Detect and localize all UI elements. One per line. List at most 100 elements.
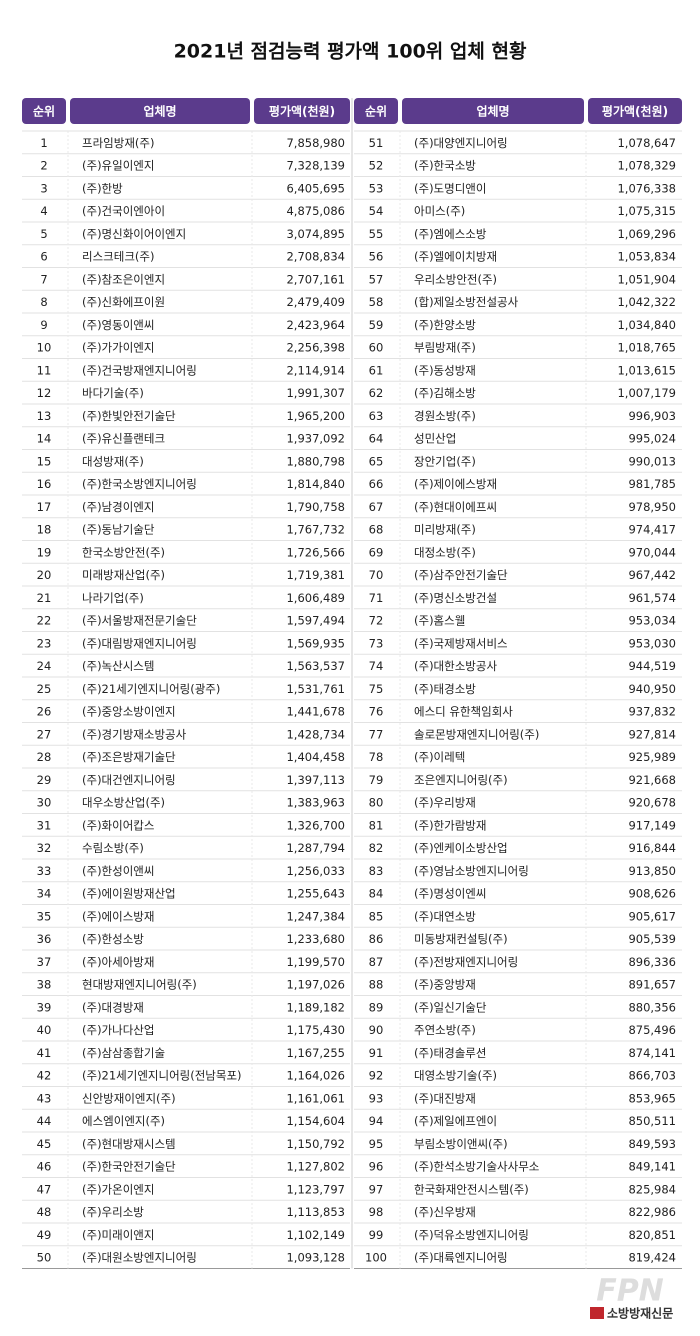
amount: 944,519 bbox=[628, 659, 676, 673]
company-name: (주)경기방재소방공사 bbox=[82, 727, 187, 741]
amount: 1,161,061 bbox=[286, 1091, 345, 1105]
rank: 22 bbox=[37, 614, 52, 628]
company-name: (주)동성방재 bbox=[414, 363, 476, 377]
rank: 90 bbox=[369, 1023, 384, 1037]
company-name: (주)엔케이소방산업 bbox=[414, 841, 508, 855]
rank: 70 bbox=[369, 568, 384, 582]
rank: 64 bbox=[369, 432, 384, 446]
company-name: (주)동남기술단 bbox=[82, 523, 155, 537]
company-name: 경원소방(주) bbox=[414, 409, 476, 423]
company-name: (주)엘에이치방재 bbox=[414, 250, 497, 264]
rank: 14 bbox=[37, 432, 52, 446]
amount: 916,844 bbox=[628, 841, 676, 855]
company-name: (주)에이스방재 bbox=[82, 909, 154, 923]
amount: 920,678 bbox=[628, 796, 676, 810]
company-name: (주)명신소방건설 bbox=[414, 591, 497, 605]
company-name: 바다기술(주) bbox=[82, 386, 144, 400]
amount: 1,233,680 bbox=[286, 932, 345, 946]
amount: 850,511 bbox=[628, 1114, 676, 1128]
amount: 1,034,840 bbox=[617, 318, 676, 332]
header-cell bbox=[588, 98, 682, 124]
company-name: 수림소방(주) bbox=[82, 841, 144, 855]
company-name: (주)현대이에프씨 bbox=[414, 500, 497, 514]
rank: 5 bbox=[40, 227, 47, 241]
amount: 970,044 bbox=[628, 545, 676, 559]
amount: 1,093,128 bbox=[286, 1251, 345, 1265]
amount: 822,986 bbox=[628, 1205, 676, 1219]
rank: 28 bbox=[37, 750, 52, 764]
watermark: FPN bbox=[596, 1274, 664, 1309]
company-name: (주)한성소방 bbox=[82, 932, 144, 946]
company-name: (주)명성이엔씨 bbox=[414, 887, 486, 901]
company-name: 에스엠이엔지(주) bbox=[82, 1114, 165, 1128]
amount: 1,880,798 bbox=[286, 454, 345, 468]
amount: 1,404,458 bbox=[286, 750, 345, 764]
amount: 1,197,026 bbox=[286, 978, 345, 992]
rank: 56 bbox=[369, 250, 384, 264]
amount: 1,767,732 bbox=[286, 523, 345, 537]
rank: 45 bbox=[37, 1137, 52, 1151]
rank: 96 bbox=[369, 1160, 384, 1174]
amount: 1,150,792 bbox=[286, 1137, 345, 1151]
header-label: 평가액(천원) bbox=[269, 104, 335, 119]
amount: 6,405,695 bbox=[286, 181, 345, 195]
rank: 10 bbox=[37, 341, 52, 355]
rank: 89 bbox=[369, 1000, 384, 1014]
rank: 91 bbox=[369, 1046, 384, 1060]
company-name: (주)전방재엔지니어링 bbox=[414, 955, 518, 969]
company-name: 에스디 유한책임회사 bbox=[414, 705, 513, 719]
company-name: (주)국제방재서비스 bbox=[414, 636, 508, 650]
rank: 85 bbox=[369, 909, 384, 923]
amount: 1,531,761 bbox=[286, 682, 345, 696]
company-name: (주)신화에프이원 bbox=[82, 295, 165, 309]
rank: 27 bbox=[37, 727, 52, 741]
rank: 41 bbox=[37, 1046, 52, 1060]
amount: 1,569,935 bbox=[286, 636, 345, 650]
company-name: (주)제일에프엔이 bbox=[414, 1114, 497, 1128]
company-name: 대영소방기술(주) bbox=[414, 1069, 497, 1083]
amount: 996,903 bbox=[628, 409, 676, 423]
amount: 1,167,255 bbox=[286, 1046, 345, 1060]
company-name: (주)가가이엔지 bbox=[82, 341, 154, 355]
amount: 990,013 bbox=[628, 454, 676, 468]
amount: 1,164,026 bbox=[286, 1069, 345, 1083]
company-name: (주)김해소방 bbox=[414, 386, 476, 400]
rank: 18 bbox=[37, 523, 52, 537]
company-name: (주)명신화이어이엔지 bbox=[82, 227, 186, 241]
rank: 92 bbox=[369, 1069, 384, 1083]
company-name: 미래방재산업(주) bbox=[82, 568, 165, 582]
amount: 1,007,179 bbox=[617, 386, 676, 400]
rank: 51 bbox=[369, 136, 384, 150]
amount: 1,189,182 bbox=[286, 1000, 345, 1014]
amount: 1,042,322 bbox=[617, 295, 676, 309]
company-name: (주)한가람방재 bbox=[414, 818, 486, 832]
amount: 874,141 bbox=[628, 1046, 676, 1060]
rank: 86 bbox=[369, 932, 384, 946]
logo-text: 소방방재신문 bbox=[607, 1306, 673, 1321]
amount: 1,397,113 bbox=[286, 773, 345, 787]
rank: 54 bbox=[369, 204, 384, 218]
company-name: (주)대한소방공사 bbox=[414, 659, 497, 673]
company-name: 성민산업 bbox=[414, 432, 456, 446]
company-name: (주)서울방재전문기술단 bbox=[82, 614, 197, 628]
rank: 16 bbox=[37, 477, 52, 491]
header-label: 평가액(천원) bbox=[602, 104, 668, 119]
header-label: 업체명 bbox=[143, 104, 176, 119]
amount: 1,256,033 bbox=[286, 864, 345, 878]
company-name: (주)현대방재시스템 bbox=[82, 1137, 176, 1151]
amount: 1,247,384 bbox=[286, 909, 345, 923]
amount: 853,965 bbox=[628, 1091, 676, 1105]
amount: 917,149 bbox=[628, 818, 676, 832]
company-name: 우리소방안전(주) bbox=[414, 272, 497, 286]
rank: 100 bbox=[365, 1251, 387, 1265]
company-name: (주)유신플랜테크 bbox=[82, 432, 165, 446]
company-name: (주)대원소방엔지니어링 bbox=[82, 1251, 197, 1265]
rank: 4 bbox=[40, 204, 47, 218]
company-name: (주)우리방재 bbox=[414, 796, 476, 810]
rank: 6 bbox=[40, 250, 47, 264]
rank: 77 bbox=[369, 727, 384, 741]
company-name: (주)엠에스소방 bbox=[414, 227, 487, 241]
amount: 967,442 bbox=[628, 568, 676, 582]
amount: 1,965,200 bbox=[286, 409, 345, 423]
rank: 12 bbox=[37, 386, 52, 400]
